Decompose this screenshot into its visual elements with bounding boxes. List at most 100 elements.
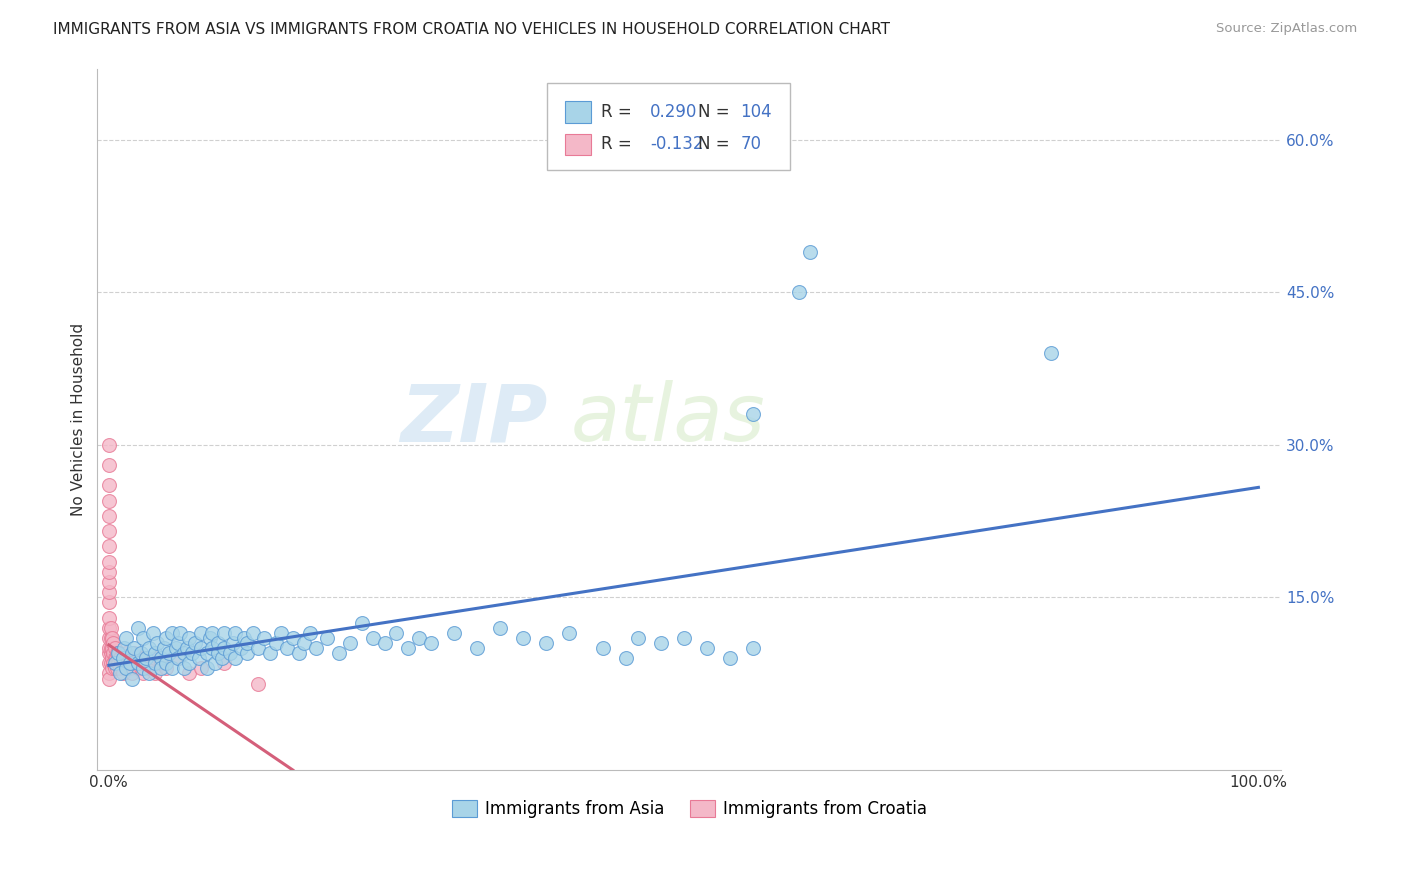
Point — [101, 661, 124, 675]
Point — [100, 640, 122, 655]
Point — [180, 646, 202, 660]
Point — [184, 636, 207, 650]
Point — [173, 646, 195, 660]
Point — [110, 661, 132, 675]
Point — [115, 657, 138, 671]
Point — [153, 640, 176, 655]
Point — [222, 636, 245, 650]
Point — [97, 585, 120, 599]
Point — [121, 672, 143, 686]
Y-axis label: No Vehicles in Household: No Vehicles in Household — [72, 323, 86, 516]
Point — [218, 646, 240, 660]
Point — [143, 657, 166, 671]
Point — [316, 631, 339, 645]
Point — [173, 661, 195, 675]
Point — [264, 636, 287, 650]
Point — [212, 640, 235, 655]
Point — [281, 631, 304, 645]
Point — [127, 661, 149, 675]
Point — [112, 640, 135, 655]
Text: ZIP: ZIP — [399, 380, 547, 458]
Point — [276, 640, 298, 655]
Point — [97, 539, 120, 553]
Point — [155, 657, 177, 671]
Point — [97, 640, 120, 655]
Point — [166, 651, 188, 665]
Point — [97, 478, 120, 492]
Text: Source: ZipAtlas.com: Source: ZipAtlas.com — [1216, 22, 1357, 36]
Point — [132, 651, 155, 665]
Point — [105, 646, 128, 660]
Point — [103, 636, 125, 650]
Point — [534, 636, 557, 650]
Point — [122, 640, 145, 655]
Text: atlas: atlas — [571, 380, 766, 458]
Point — [132, 661, 155, 675]
Point — [107, 651, 129, 665]
Point — [396, 640, 419, 655]
Point — [97, 610, 120, 624]
Point — [129, 646, 152, 660]
Point — [135, 651, 157, 665]
Point — [127, 621, 149, 635]
Point — [627, 631, 650, 645]
Point — [138, 657, 160, 671]
Point — [110, 666, 132, 681]
Point — [103, 657, 125, 671]
Point — [443, 625, 465, 640]
Point — [361, 631, 384, 645]
Point — [179, 666, 201, 681]
Point — [190, 640, 212, 655]
Point — [121, 657, 143, 671]
Text: R =: R = — [600, 136, 631, 153]
Point — [166, 636, 188, 650]
Point — [97, 555, 120, 569]
Point — [160, 661, 183, 675]
Point — [129, 657, 152, 671]
Text: N =: N = — [697, 103, 730, 121]
Point — [305, 640, 328, 655]
Point — [97, 574, 120, 589]
Point — [118, 651, 141, 665]
Point — [132, 631, 155, 645]
Point — [195, 661, 218, 675]
Text: 70: 70 — [741, 136, 761, 153]
Point — [118, 661, 141, 675]
Point — [122, 646, 145, 660]
Point — [204, 657, 226, 671]
Point — [157, 646, 180, 660]
Point — [292, 636, 315, 650]
Point — [270, 625, 292, 640]
Point — [488, 621, 510, 635]
Point — [101, 640, 124, 655]
Point — [696, 640, 718, 655]
Point — [242, 625, 264, 640]
Point — [127, 651, 149, 665]
Point — [104, 657, 127, 671]
Point — [374, 636, 396, 650]
Point — [298, 625, 321, 640]
Point — [115, 646, 138, 660]
Point — [236, 646, 259, 660]
Point — [107, 657, 129, 671]
Point — [129, 661, 152, 675]
Text: N =: N = — [697, 136, 730, 153]
Point — [100, 657, 122, 671]
Text: R =: R = — [600, 103, 631, 121]
Point — [97, 493, 120, 508]
Point — [141, 625, 163, 640]
FancyBboxPatch shape — [547, 83, 790, 170]
Point — [121, 666, 143, 681]
Point — [104, 640, 127, 655]
Point — [207, 636, 229, 650]
FancyBboxPatch shape — [565, 102, 591, 122]
Point — [176, 640, 198, 655]
Point — [143, 651, 166, 665]
Point — [165, 640, 187, 655]
Point — [236, 636, 259, 650]
Point — [233, 631, 256, 645]
Point — [799, 244, 821, 259]
Point — [339, 636, 361, 650]
Point — [224, 625, 246, 640]
Point — [179, 657, 201, 671]
